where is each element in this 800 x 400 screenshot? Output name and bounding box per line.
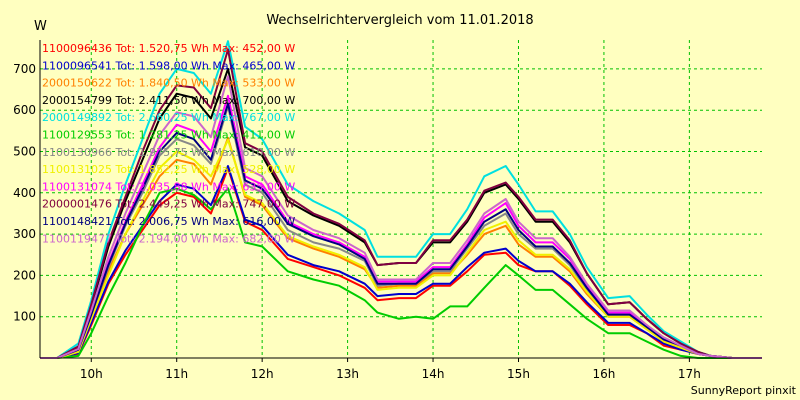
- legend-entry-2000150622: 2000150622 Tot: 1.840,50 Wh Max: 533,00 …: [42, 77, 295, 90]
- series-line-1100131025: [40, 138, 762, 359]
- y-axis-label: W: [34, 19, 47, 34]
- legend-entry-2000154799: 2000154799 Tot: 2.411,50 Wh Max: 700,00 …: [42, 94, 295, 107]
- legend-entry-2000001476: 2000001476 Tot: 2.449,25 Wh Max: 747,00 …: [42, 198, 295, 211]
- y-tick-label: 600: [13, 103, 36, 117]
- x-tick-label: 10h: [80, 367, 103, 381]
- series-line-1100096541: [40, 165, 762, 359]
- legend-entry-1100119477: 1100119477 Tot: 2.194,00 Wh Max: 682,00 …: [42, 232, 295, 245]
- legend-entry-1100129553: 1100129553 Tot: 1.281,25 Wh Max: 411,00 …: [42, 129, 295, 142]
- y-tick-label: 300: [13, 227, 36, 241]
- legend-entry-1100096436: 1100096436 Tot: 1.520,75 Wh Max: 452,00 …: [42, 42, 295, 55]
- x-tick-label: 14h: [422, 367, 445, 381]
- x-tick-label: 12h: [251, 367, 274, 381]
- series-line-1100119477: [40, 75, 762, 359]
- legend-entry-1100148421: 1100148421 Tot: 2.006,75 Wh Max: 616,00 …: [42, 215, 295, 228]
- chart-title: Wechselrichtervergleich vom 11.01.2018: [266, 13, 533, 28]
- series-line-1100148421: [40, 102, 762, 359]
- x-tick-label: 13h: [336, 367, 359, 381]
- footer-label: SunnyReport pinxit: [691, 384, 797, 397]
- x-tick-label: 17h: [678, 367, 701, 381]
- x-tick-label: 11h: [165, 367, 188, 381]
- series-line-2000001476: [40, 48, 762, 359]
- y-tick-label: 200: [13, 268, 36, 282]
- series-line-2000149892: [40, 40, 762, 359]
- series-line-1100129553: [40, 187, 762, 359]
- y-tick-label: 400: [13, 186, 36, 200]
- x-tick-label: 16h: [592, 367, 615, 381]
- legend-entry-2000149892: 2000149892 Tot: 2.660,25 Wh Max: 767,00 …: [42, 111, 295, 124]
- x-tick-label: 15h: [507, 367, 530, 381]
- legend-entry-1100130966: 1100130966 Tot: 1.975,75 Wh Max: 610,00 …: [42, 146, 295, 159]
- y-tick-label: 700: [13, 62, 36, 76]
- legend-entry-1100131025: 1100131025 Tot: 1.852,25 Wh Max: 528,00 …: [42, 163, 295, 176]
- legend-entry-1100096541: 1100096541 Tot: 1.598,00 Wh Max: 465,00 …: [42, 59, 295, 72]
- y-tick-label: 500: [13, 145, 36, 159]
- y-tick-label: 100: [13, 310, 36, 324]
- legend-entry-1100131074: 1100131074 Tot: 2.035,88 Wh Max: 635,00 …: [42, 180, 295, 193]
